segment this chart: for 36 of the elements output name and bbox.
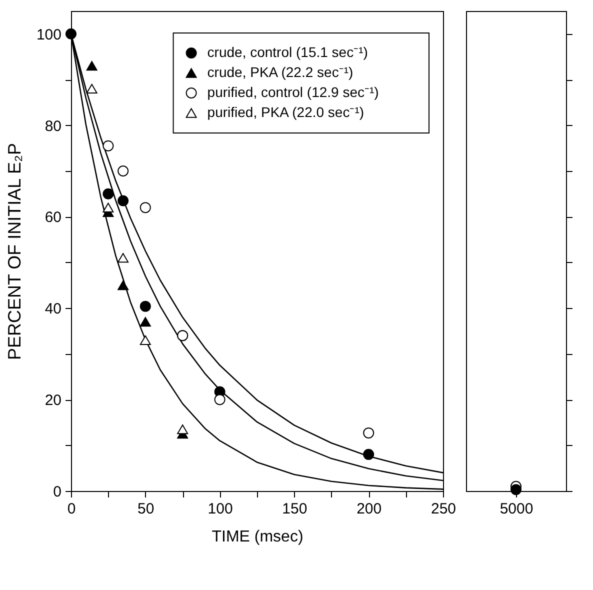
x-axis-title: TIME (msec): [212, 528, 304, 546]
y-tick-label: 0: [53, 484, 62, 500]
point: [363, 448, 374, 460]
y-axis-title: PERCENT OF INITIAL E₂P: [4, 142, 24, 360]
point: [140, 335, 151, 345]
point: [140, 317, 151, 327]
point: [86, 84, 98, 94]
point: [118, 280, 129, 290]
point: [118, 195, 129, 206]
point: [118, 253, 129, 263]
legend-label: purified, PKA (22.0 sec⁻¹): [207, 104, 364, 120]
point: [140, 300, 151, 312]
point: [102, 202, 114, 212]
x-tick-label: 100: [208, 500, 233, 518]
point: [363, 427, 374, 438]
legend-label: purified, control (12.9 sec⁻¹): [207, 84, 379, 100]
point: [102, 140, 114, 152]
x-tick-label: 150: [282, 500, 308, 518]
y-tick-label: 20: [44, 392, 62, 410]
x-tick-label: 50: [138, 500, 154, 518]
point: [86, 61, 98, 71]
point: [140, 202, 151, 214]
y-tick-label: 60: [44, 209, 62, 226]
x-tick-label: 200: [356, 500, 382, 518]
x-tick-label: 0: [67, 500, 76, 518]
y-tick-label: 80: [44, 118, 62, 135]
point: [118, 166, 129, 176]
point: [177, 424, 188, 434]
legend-label: crude, PKA (22.2 sec⁻¹): [207, 64, 354, 80]
legend-label: crude, control (15.1 sec⁻¹): [207, 44, 368, 60]
y-tick-label: 40: [44, 300, 62, 318]
point: [102, 188, 114, 200]
y-tick-label: 100: [36, 26, 62, 44]
x-tick-label: 250: [430, 500, 456, 518]
point: [214, 394, 226, 406]
x-tick-label: 5000: [500, 500, 534, 518]
